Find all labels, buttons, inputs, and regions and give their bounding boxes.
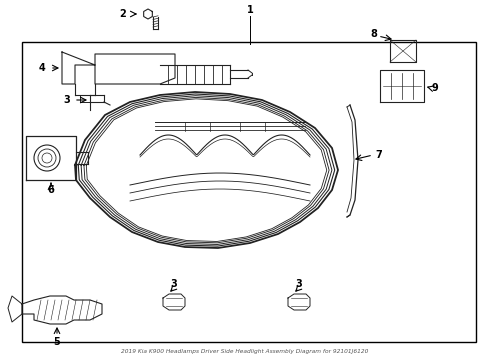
Text: 6: 6	[48, 185, 54, 195]
Text: 8: 8	[370, 29, 377, 39]
Text: 1: 1	[246, 5, 253, 15]
Text: 3: 3	[63, 95, 70, 105]
Text: 7: 7	[375, 150, 382, 160]
Text: 2: 2	[119, 9, 126, 19]
Text: 3: 3	[295, 279, 302, 289]
Text: 5: 5	[53, 337, 60, 347]
Text: 3: 3	[171, 279, 177, 289]
Text: 4: 4	[38, 63, 45, 73]
Text: 9: 9	[432, 83, 439, 93]
Bar	[22, 42, 476, 342]
Text: 2019 Kia K900 Headlamps Driver Side Headlight Assembly Diagram for 92101J6120: 2019 Kia K900 Headlamps Driver Side Head…	[122, 349, 368, 354]
